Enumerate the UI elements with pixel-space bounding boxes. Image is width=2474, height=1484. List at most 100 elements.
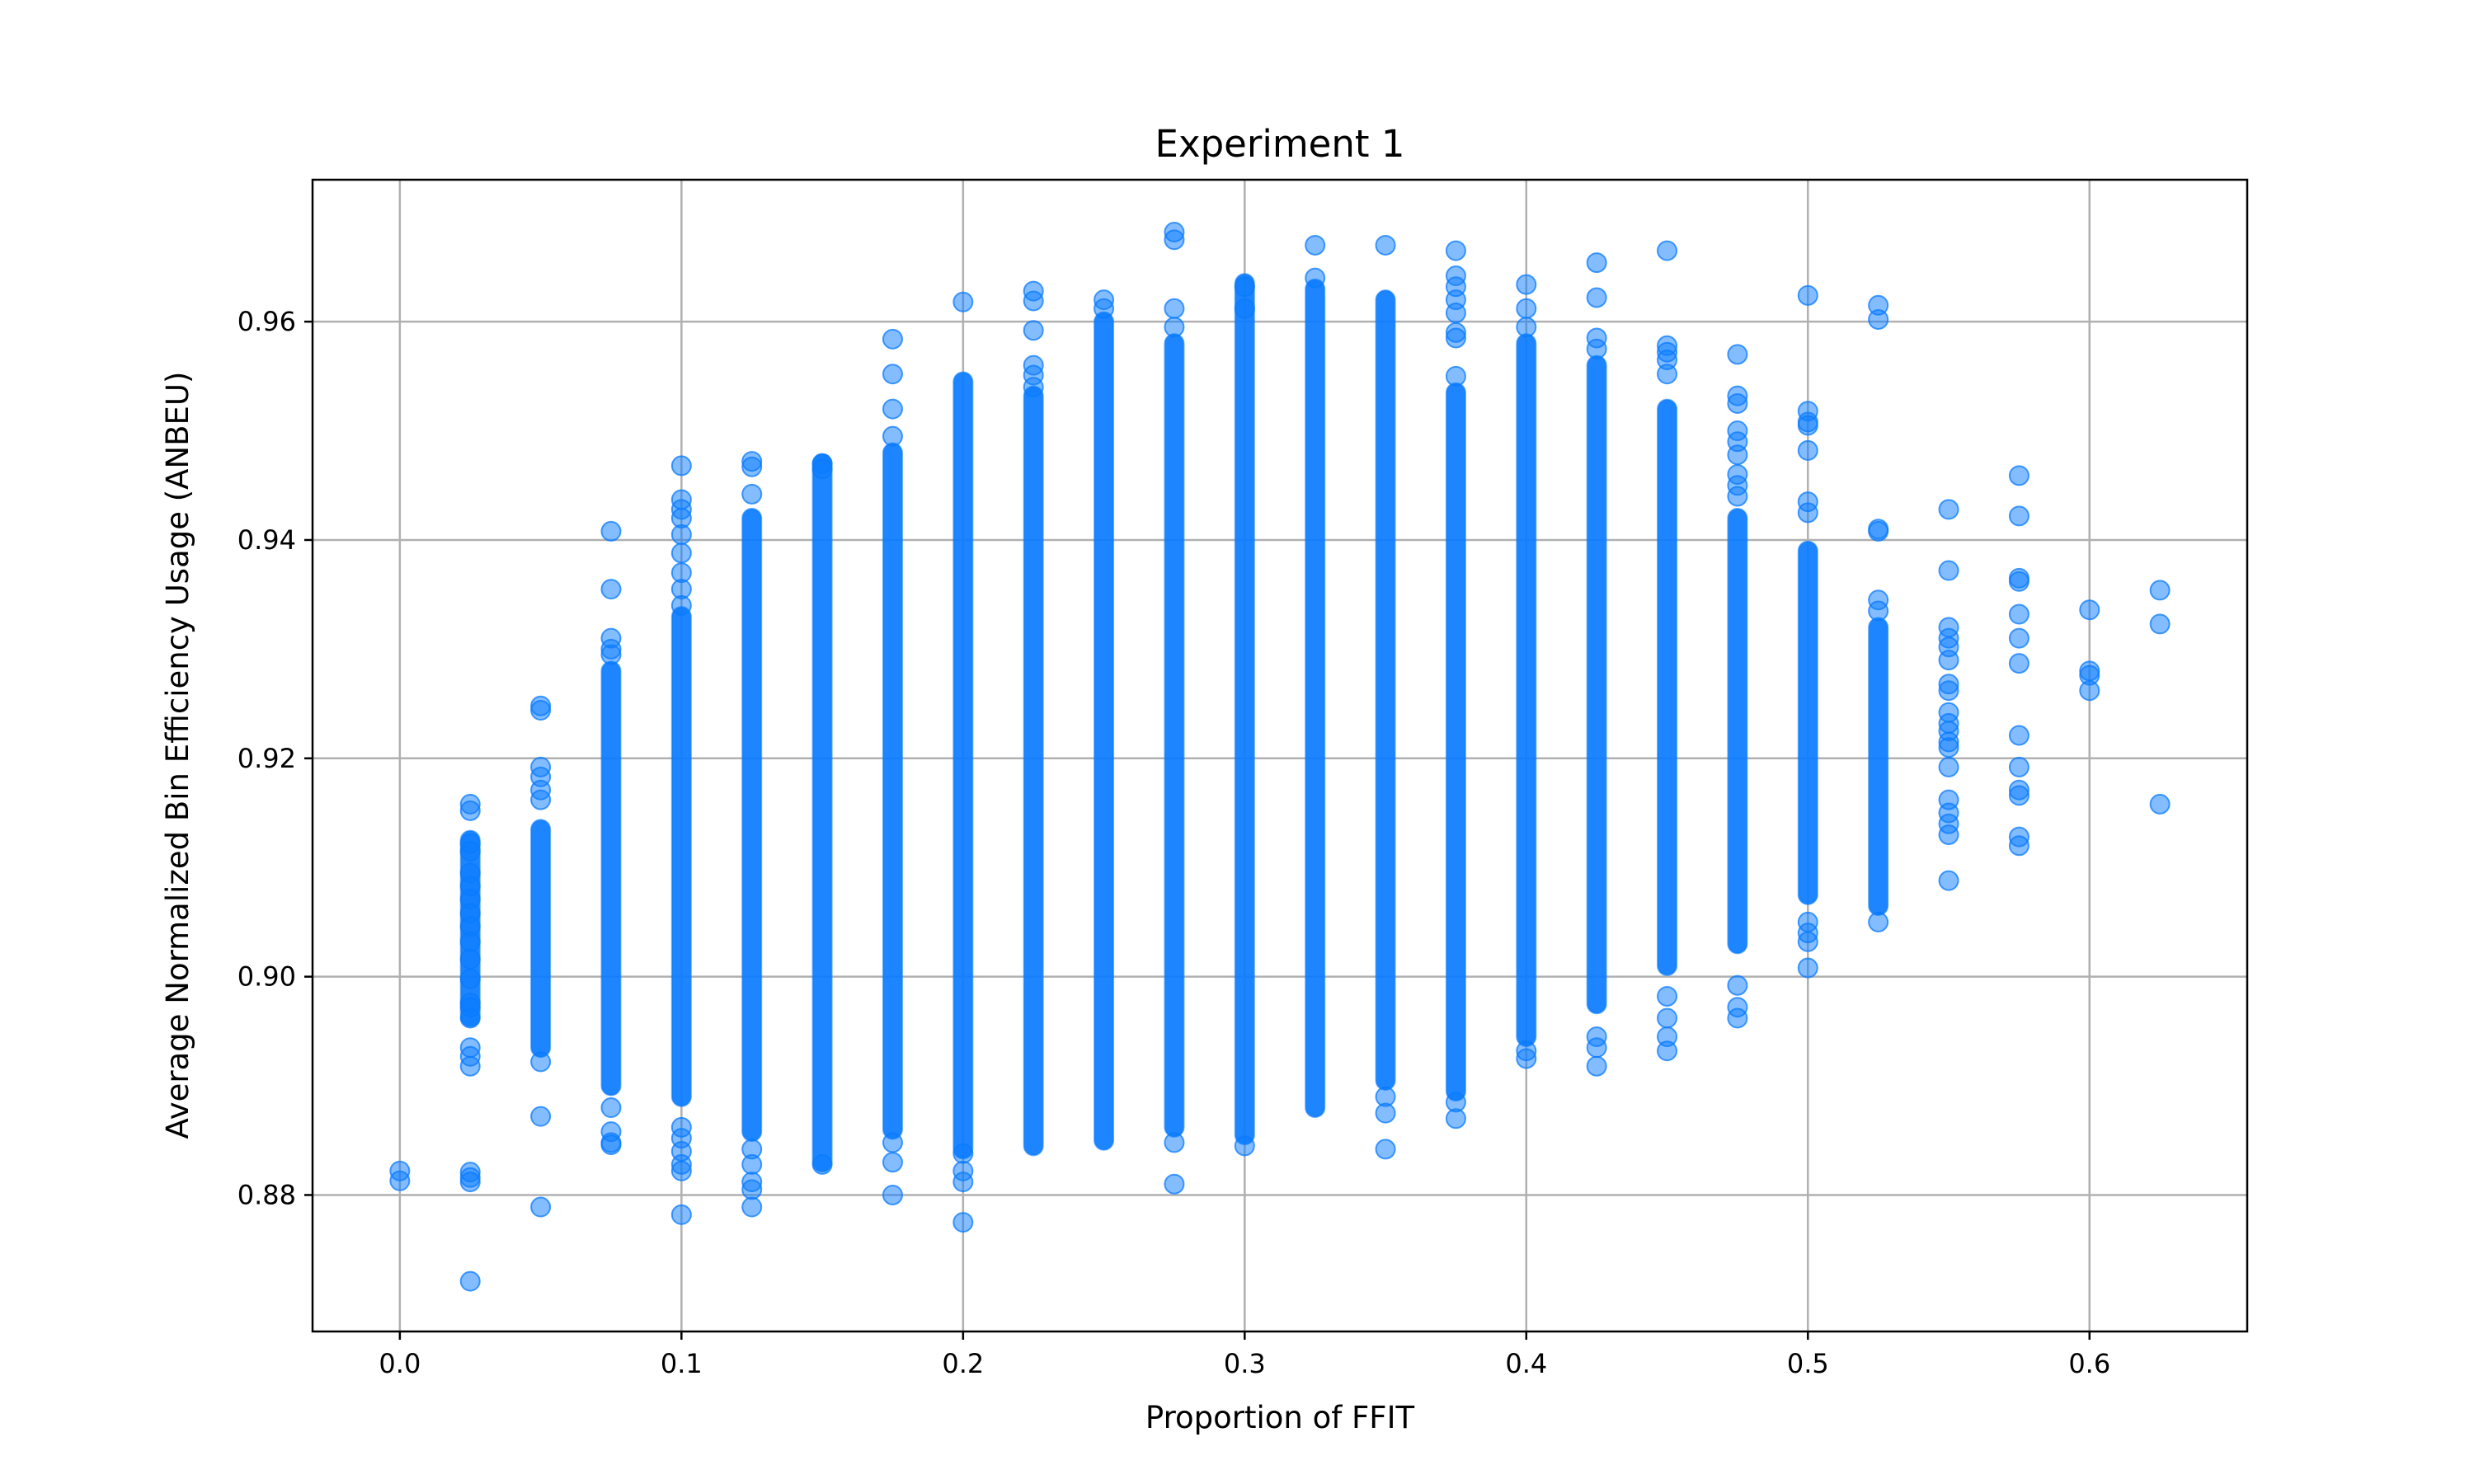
data-point — [1164, 229, 1185, 251]
data-point — [1727, 486, 1748, 507]
x-tick-label: 0.5 — [1787, 1348, 1829, 1379]
data-point — [1797, 439, 1818, 461]
data-point — [1445, 365, 1466, 387]
data-point — [1727, 344, 1748, 365]
data-point — [2008, 603, 2030, 625]
data-point — [670, 594, 692, 616]
data-point — [1938, 824, 1959, 846]
data-point — [1445, 240, 1466, 261]
data-point — [1938, 560, 1959, 581]
x-tick-label: 0.3 — [1224, 1348, 1266, 1379]
y-axis-label: Average Normalized Bin Efficiency Usage … — [160, 372, 195, 1139]
dense-point-cluster — [530, 819, 552, 1059]
data-point — [1375, 234, 1396, 256]
data-point — [1586, 287, 1607, 308]
data-point — [1797, 284, 1818, 306]
dense-point-cluster — [1375, 289, 1396, 1091]
data-point — [1657, 1007, 1678, 1029]
data-point — [2079, 599, 2100, 621]
data-point — [1234, 1135, 1255, 1157]
data-point — [530, 1051, 552, 1073]
data-point — [670, 455, 692, 477]
data-point — [1516, 274, 1537, 295]
dense-point-cluster — [882, 442, 903, 1140]
data-point — [2008, 627, 2030, 649]
data-point — [459, 1007, 481, 1029]
data-point — [1657, 985, 1678, 1007]
data-point — [952, 1143, 974, 1164]
data-point — [1938, 680, 1959, 702]
data-point — [1164, 1132, 1185, 1153]
data-point — [530, 789, 552, 810]
data-point — [2008, 505, 2030, 527]
data-point — [1727, 392, 1748, 414]
data-point — [1797, 957, 1818, 979]
chart-title: Experiment 1 — [1155, 122, 1405, 166]
data-point — [670, 542, 692, 564]
y-tick-label: 0.88 — [238, 1179, 296, 1210]
data-point — [459, 800, 481, 821]
data-point — [1727, 1007, 1748, 1029]
dense-point-cluster — [1797, 540, 1818, 905]
dense-point-cluster — [811, 453, 833, 1173]
data-point — [459, 1055, 481, 1077]
dense-point-cluster — [600, 660, 622, 1097]
data-point — [1445, 327, 1466, 349]
data-point — [2008, 835, 2030, 857]
x-axis-label: Proportion of FFIT — [1145, 1400, 1415, 1435]
data-point — [1938, 756, 1959, 777]
data-point — [459, 840, 481, 862]
data-point — [1023, 377, 1044, 398]
dense-point-cluster — [1234, 273, 1255, 1146]
data-point — [1868, 911, 1889, 932]
data-point — [2008, 785, 2030, 806]
dense-point-cluster — [1868, 617, 1889, 917]
data-point — [2149, 613, 2171, 635]
dense-point-cluster — [1305, 278, 1326, 1119]
x-tick-label: 0.6 — [2068, 1348, 2110, 1379]
data-point — [600, 644, 622, 665]
data-point — [530, 1106, 552, 1127]
data-point — [1938, 737, 1959, 758]
data-point — [459, 1270, 481, 1292]
data-point — [530, 700, 552, 721]
data-point — [670, 1204, 692, 1225]
data-point — [1164, 317, 1185, 338]
data-point — [882, 364, 903, 385]
data-point — [882, 398, 903, 420]
data-point — [1938, 650, 1959, 671]
dense-point-cluster — [952, 371, 974, 1160]
data-point — [2008, 571, 2030, 592]
dense-point-cluster — [741, 507, 763, 1143]
data-point — [2008, 756, 2030, 777]
dense-point-cluster — [670, 606, 692, 1107]
data-point — [1797, 502, 1818, 524]
data-point — [882, 1132, 903, 1153]
data-point — [1094, 298, 1115, 319]
dense-point-cluster — [1164, 333, 1185, 1138]
data-point — [882, 328, 903, 350]
data-point — [1727, 974, 1748, 996]
data-point — [459, 1172, 481, 1193]
data-point — [952, 1212, 974, 1233]
data-point — [670, 1160, 692, 1181]
dense-point-cluster — [1727, 507, 1748, 955]
x-tick-label: 0.2 — [942, 1348, 984, 1379]
data-point — [600, 520, 622, 542]
data-point — [882, 1184, 903, 1205]
data-point — [1516, 317, 1537, 338]
data-point — [600, 1134, 622, 1156]
data-point — [1234, 298, 1255, 319]
dense-point-cluster — [1445, 382, 1466, 1102]
data-point — [1305, 267, 1326, 289]
data-point — [952, 291, 974, 312]
data-point — [459, 968, 481, 989]
data-point — [1657, 240, 1678, 261]
data-point — [811, 1153, 833, 1175]
data-point — [1657, 364, 1678, 385]
data-point — [2149, 793, 2171, 815]
data-point — [811, 458, 833, 480]
data-point — [882, 425, 903, 447]
dense-point-cluster — [1094, 311, 1115, 1151]
